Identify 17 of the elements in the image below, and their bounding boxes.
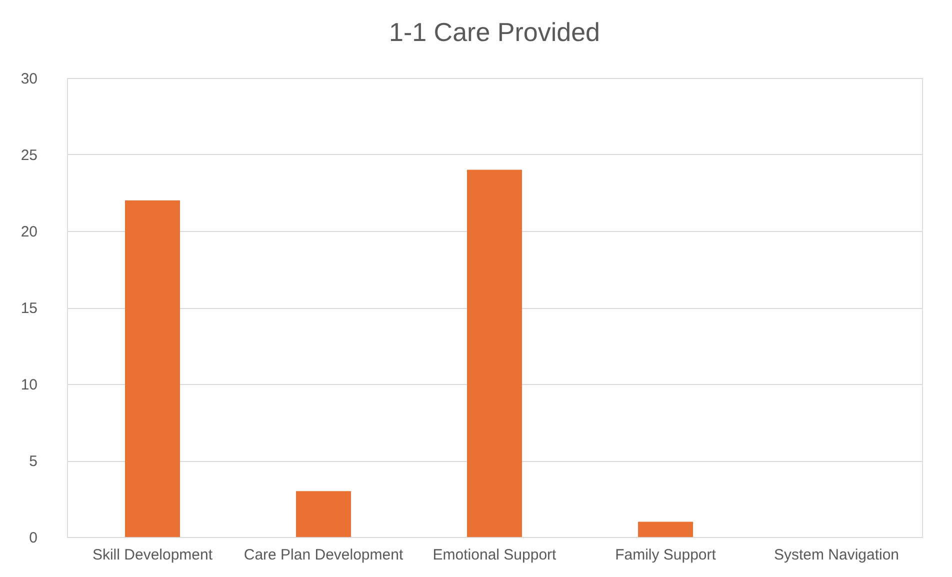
y-tick-label: 30 [20, 70, 38, 88]
x-tick-label: Emotional Support [432, 546, 558, 564]
chart-title: 1-1 Care Provided [389, 17, 600, 47]
y-tick-label: 20 [20, 224, 38, 240]
bar [638, 522, 693, 537]
x-tick-label: System Navigation [774, 546, 900, 564]
y-tick-label: 0 [29, 530, 38, 546]
bar [296, 491, 351, 537]
bar [125, 200, 180, 537]
y-tick-label: 5 [29, 453, 38, 470]
y-tick-label: 10 [20, 376, 38, 394]
bar [467, 170, 522, 537]
x-tick-label: Skill Development [92, 546, 214, 564]
x-tick-label: Family Support [615, 546, 717, 564]
y-tick-label: 15 [20, 300, 38, 317]
x-tick-label: Care Plan Development [244, 546, 404, 564]
y-tick-label: 25 [20, 147, 38, 164]
